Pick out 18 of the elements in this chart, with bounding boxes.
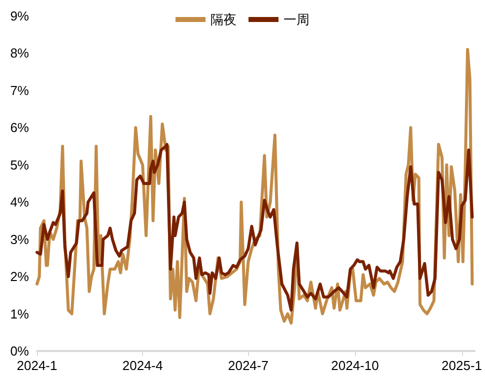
y-tick-label: 2%	[10, 269, 30, 284]
y-tick-label: 1%	[10, 306, 30, 322]
x-tick-label: 2024-10	[331, 358, 379, 373]
y-tick-label: 6%	[10, 120, 30, 136]
x-tick-label: 2024-4	[122, 358, 163, 373]
y-tick-label: 0%	[10, 344, 30, 358]
legend-label: 一周	[284, 12, 310, 27]
x-tick-label: 2025-1	[442, 358, 482, 373]
y-tick-label: 9%	[10, 8, 30, 24]
y-tick-label: 4%	[10, 194, 30, 210]
legend-label: 隔夜	[210, 12, 236, 27]
y-tick-label: 3%	[10, 232, 30, 247]
line-series	[36, 142, 474, 312]
y-tick-label: 5%	[10, 157, 30, 172]
x-tick-label: 2024-1	[16, 358, 58, 373]
y-tick-label: 8%	[10, 46, 30, 61]
x-tick-label: 2024-7	[228, 358, 268, 373]
y-tick-label: 7%	[10, 82, 30, 98]
